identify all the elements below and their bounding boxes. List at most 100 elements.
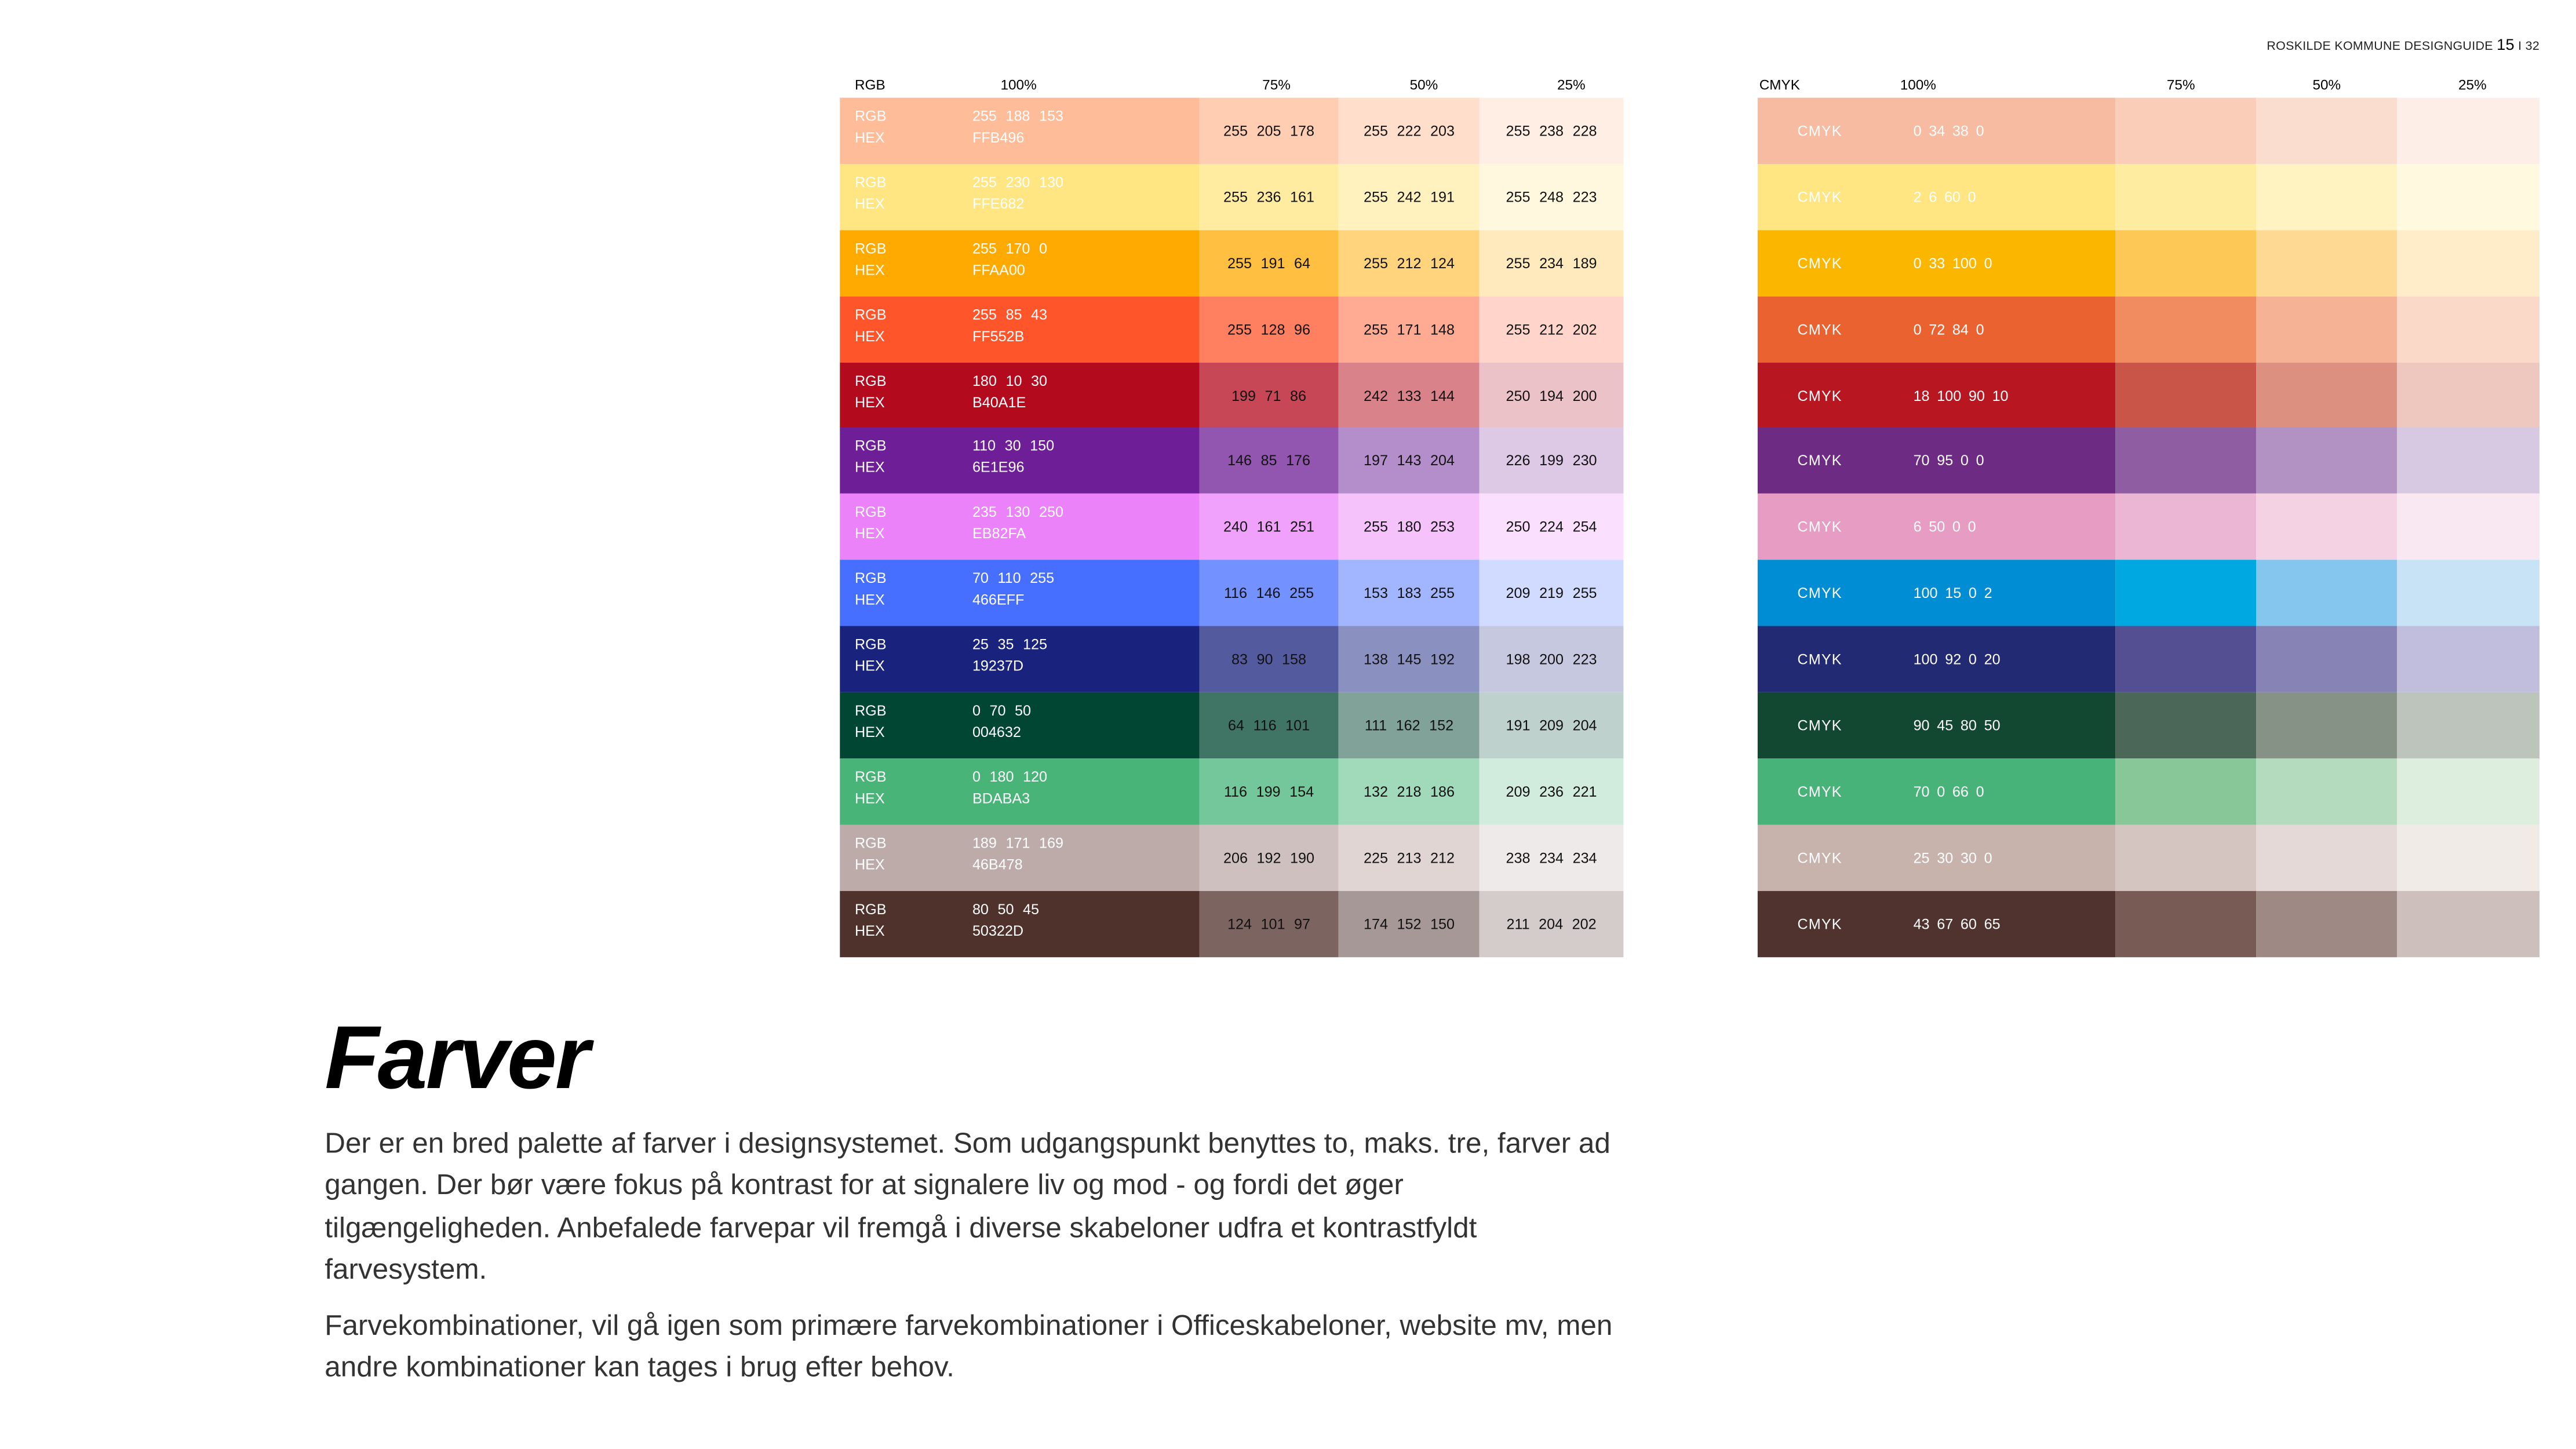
cmyk-table-header: CMYK 100% 75% 50% 25% — [1758, 76, 2539, 97]
rgb-label: RGB — [854, 503, 887, 521]
hex-value: 50322D — [972, 922, 1024, 939]
rgb-label: RGB — [854, 107, 887, 125]
swatch-50 — [2256, 295, 2398, 362]
cmyk-label: CMYK — [1797, 386, 1842, 404]
swatch-25 — [2397, 692, 2540, 758]
hex-label: HEX — [854, 327, 885, 344]
swatch-25 — [2397, 626, 2540, 692]
swatch-25: 255 234 189 — [1479, 229, 1624, 296]
swatch-50 — [2256, 626, 2398, 692]
tint-rgb-value: 198 200 223 — [1506, 651, 1597, 668]
cmyk-label: CMYK — [1797, 717, 1842, 734]
swatch-100: RGB HEX 180 10 30 B40A1E — [840, 362, 1199, 428]
hex-value: 46B478 — [972, 856, 1023, 873]
swatch-100: RGB HEX 0 70 50 004632 — [840, 692, 1199, 758]
tint-rgb-value: 209 236 221 — [1506, 783, 1597, 800]
swatch-50 — [2256, 229, 2398, 296]
swatch-75: 124 101 97 — [1198, 890, 1339, 957]
paragraph: Farvekombinationer, vil gå igen som prim… — [325, 1308, 1613, 1383]
rgb-value: 80 50 45 — [972, 900, 1039, 917]
tint-rgb-value: 250 194 200 — [1506, 386, 1597, 404]
cmyk-color-row: CMYK 70 95 0 0 — [1757, 428, 2540, 494]
rgb-color-table: RGB 100% 75% 50% 25% RGB HEX 255 188 153 FF… — [840, 76, 1624, 957]
swatch-75 — [2115, 560, 2257, 626]
swatch-75 — [2115, 163, 2257, 230]
swatch-75: 255 128 96 — [1198, 295, 1339, 362]
swatch-100: RGB HEX 255 188 153 FFB496 — [840, 97, 1199, 164]
tint-rgb-value: 197 143 204 — [1363, 452, 1455, 470]
hex-label: HEX — [854, 856, 885, 873]
header-50: 50% — [1409, 76, 1438, 93]
rgb-value: 255 85 43 — [972, 305, 1047, 323]
hex-value: FFB496 — [972, 129, 1025, 146]
cmyk-label: CMYK — [1797, 254, 1842, 271]
swatch-100: CMYK 18 100 90 10 — [1757, 362, 2116, 428]
swatch-75: 240 161 251 — [1198, 494, 1339, 560]
rgb-color-row: RGB HEX 70 110 255 466EFF 116 146 255 153 183… — [840, 560, 1624, 626]
cmyk-label: CMYK — [1797, 122, 1842, 139]
cmyk-color-row: CMYK 0 72 84 0 — [1757, 295, 2540, 362]
swatch-25: 209 219 255 — [1479, 560, 1624, 626]
swatch-25 — [2397, 97, 2540, 164]
rgb-color-row: RGB HEX 255 85 43 FF552B 255 128 96 255 171 1… — [840, 295, 1624, 362]
swatch-25 — [2397, 758, 2540, 824]
hex-label: HEX — [854, 129, 885, 146]
swatch-25: 255 238 228 — [1479, 97, 1624, 164]
hex-label: HEX — [854, 790, 885, 806]
swatch-75: 116 199 154 — [1198, 758, 1339, 824]
rgb-color-row: RGB HEX 80 50 45 50322D 124 101 97 174 152 15… — [840, 890, 1624, 957]
swatch-25: 226 199 230 — [1479, 428, 1624, 494]
tint-rgb-value: 240 161 251 — [1223, 519, 1314, 536]
cmyk-value: 25 30 30 0 — [1913, 849, 1992, 866]
tint-rgb-value: 124 101 97 — [1227, 915, 1311, 932]
rgb-color-row: RGB HEX 110 30 150 6E1E96 146 85 176 197 143 … — [840, 428, 1624, 494]
swatch-25: 255 248 223 — [1479, 163, 1624, 230]
rgb-value: 0 70 50 — [972, 702, 1032, 719]
swatch-100: RGB HEX 110 30 150 6E1E96 — [840, 428, 1199, 494]
swatch-50 — [2256, 494, 2398, 560]
page-header: ROSKILDE KOMMUNE DESIGNGUIDE 15 I 32 — [2267, 37, 2539, 54]
tint-rgb-value: 255 248 223 — [1506, 188, 1597, 205]
swatch-50: 132 218 186 — [1339, 758, 1480, 824]
swatch-75: 83 90 158 — [1198, 626, 1339, 692]
cmyk-label: CMYK — [1797, 783, 1842, 800]
hex-value: EB82FA — [972, 525, 1026, 542]
tint-rgb-value: 211 204 202 — [1506, 915, 1597, 932]
cmyk-color-row: CMYK 100 15 0 2 — [1757, 560, 2540, 626]
tint-rgb-value: 116 199 154 — [1223, 783, 1314, 800]
swatch-50: 225 213 212 — [1339, 824, 1480, 890]
hex-label: HEX — [854, 459, 885, 476]
swatch-100: RGB HEX 189 171 169 46B478 — [840, 824, 1199, 890]
rgb-table-header: RGB 100% 75% 50% 25% — [840, 76, 1623, 97]
cmyk-color-row: CMYK 6 50 0 0 — [1757, 494, 2540, 560]
swatch-100: RGB HEX 25 35 125 19237D — [840, 626, 1199, 692]
tint-rgb-value: 191 209 204 — [1506, 717, 1597, 734]
cmyk-value: 0 33 100 0 — [1913, 254, 1992, 271]
tint-rgb-value: 111 162 152 — [1364, 717, 1454, 734]
cmyk-color-row: CMYK 2 6 60 0 — [1757, 163, 2540, 230]
tint-rgb-value: 255 222 203 — [1363, 122, 1455, 139]
rgb-value: 25 35 125 — [972, 636, 1047, 653]
swatch-50 — [2256, 824, 2398, 890]
swatch-25: 255 212 202 — [1479, 295, 1624, 362]
body-text: Der er en bred palette af farver i desig… — [325, 1123, 1617, 1401]
rgb-value: 255 230 130 — [972, 173, 1063, 191]
cmyk-color-row: CMYK 0 33 100 0 — [1757, 229, 2540, 296]
page-number: 15 — [2497, 36, 2515, 55]
rgb-label: RGB — [854, 437, 887, 455]
swatch-75 — [2115, 626, 2257, 692]
swatch-100: CMYK 90 45 80 50 — [1757, 692, 2116, 758]
header-100: 100% — [1900, 76, 1936, 93]
header-rgb: RGB — [854, 76, 886, 93]
swatch-50 — [2256, 428, 2398, 494]
swatch-75 — [2115, 229, 2257, 296]
hex-value: FFAA00 — [972, 261, 1025, 278]
cmyk-value: 70 95 0 0 — [1913, 452, 1984, 470]
rgb-value: 189 171 169 — [972, 834, 1063, 851]
swatch-75 — [2115, 295, 2257, 362]
swatch-25 — [2397, 295, 2540, 362]
cmyk-label: CMYK — [1797, 452, 1842, 470]
hex-value: 19237D — [972, 658, 1024, 674]
cmyk-value: 100 15 0 2 — [1913, 585, 1992, 602]
tint-rgb-value: 138 145 192 — [1363, 651, 1455, 668]
